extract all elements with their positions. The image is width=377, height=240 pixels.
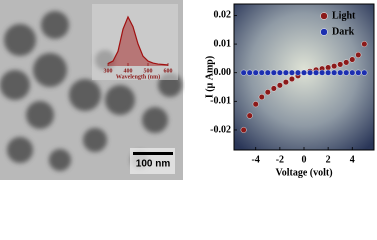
point: [288, 69, 295, 76]
point: [252, 69, 259, 76]
x-tick-label: 600: [164, 68, 173, 74]
point: [325, 69, 332, 76]
point: [307, 69, 314, 76]
point: [355, 69, 362, 76]
point: [270, 69, 277, 76]
legend-marker: [320, 12, 328, 20]
point: [343, 59, 350, 66]
point: [258, 94, 265, 101]
x-tick-label: 400: [124, 68, 133, 74]
point: [331, 63, 338, 70]
legend-label: Light: [332, 10, 356, 21]
point: [258, 69, 265, 76]
x-tick-label: -4: [252, 154, 260, 165]
point: [252, 101, 259, 108]
point: [276, 82, 283, 89]
point: [276, 69, 283, 76]
x-tick-label: 0: [302, 154, 307, 165]
point: [264, 89, 271, 96]
x-tick-label: 500: [144, 68, 153, 74]
figure: 100 nm 300 400 500 600 Wavelength (nm) -4 -2 0 2…: [0, 0, 375, 180]
y-tick-label: -0.01: [210, 96, 231, 107]
point: [349, 56, 356, 63]
point: [246, 69, 253, 76]
point: [355, 51, 362, 58]
x-axis-label: Wavelength (nm): [116, 73, 160, 80]
point: [313, 69, 320, 76]
point: [325, 64, 332, 71]
scale-bar-label: 100 nm: [136, 159, 171, 170]
point: [349, 69, 356, 76]
x-axis-label: Voltage (volt): [275, 167, 332, 178]
point: [240, 69, 247, 76]
y-tick-label: -0.02: [210, 124, 231, 135]
y-tick-label: 0.00: [214, 67, 232, 78]
point: [282, 69, 289, 76]
point: [246, 112, 253, 119]
y-axis-label: I (μ Amp): [204, 56, 215, 98]
y-tick-label: 0.02: [214, 10, 232, 21]
point: [270, 85, 277, 92]
x-tick-label: -2: [276, 154, 284, 165]
point: [337, 69, 344, 76]
x-tick-label: 4: [350, 154, 355, 165]
point: [337, 61, 344, 68]
point: [294, 69, 301, 76]
y-tick-label: 0.01: [214, 38, 232, 49]
line: [107, 15, 169, 66]
point: [282, 79, 289, 86]
point: [361, 41, 368, 48]
point: [240, 126, 247, 133]
inset-frame: [92, 4, 178, 80]
point: [361, 69, 368, 76]
point: [331, 69, 338, 76]
x-tick-label: 300: [104, 68, 113, 74]
point: [301, 69, 308, 76]
legend-marker: [320, 28, 328, 36]
point: [319, 69, 326, 76]
point: [264, 69, 271, 76]
point: [343, 69, 350, 76]
point: [288, 76, 295, 83]
plot-background: [234, 4, 374, 150]
x-tick-label: 2: [326, 154, 331, 165]
legend-label: Dark: [332, 26, 355, 37]
